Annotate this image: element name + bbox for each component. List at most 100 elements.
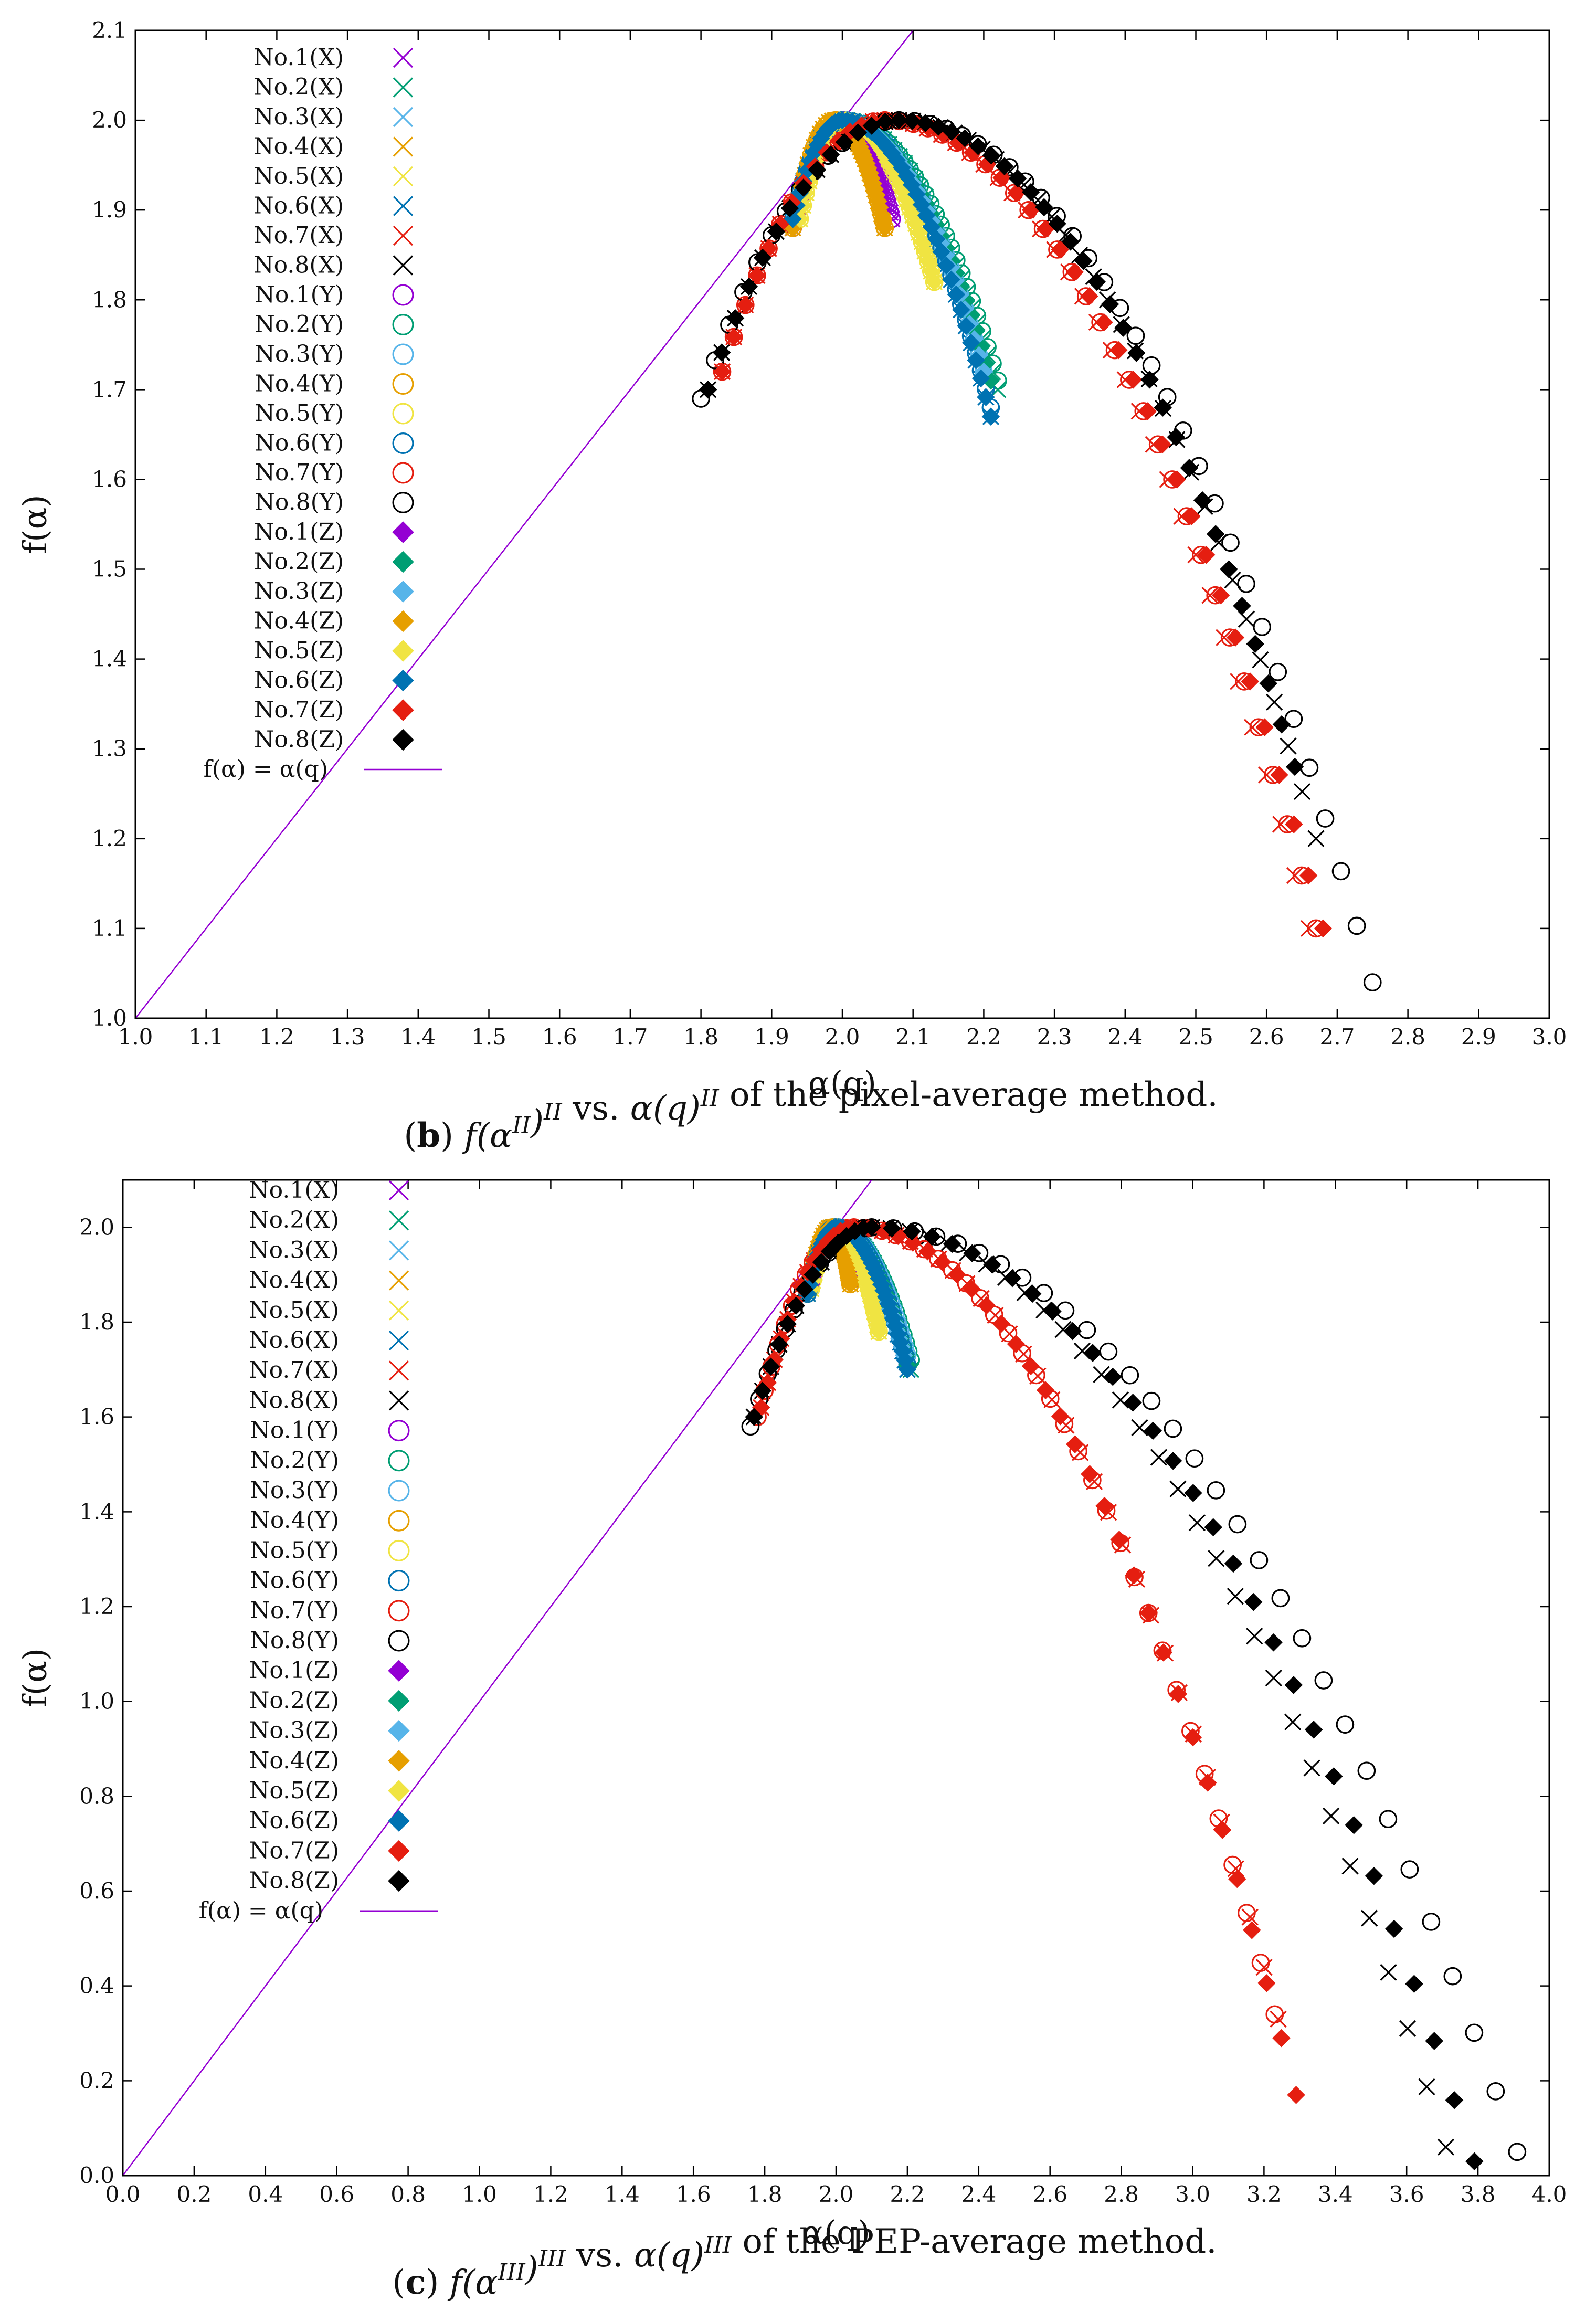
panel-b: 1.0 1.1 1.2 1.3 1.4 1.5 1.6 1.7 1.8 1.9 2.0 2.1 2.2 2… [16, 17, 1567, 1155]
data-point [1265, 693, 1283, 711]
legend-label: No.4(Z) [249, 1747, 339, 1774]
y-axis-label: f(α) [16, 1648, 54, 1707]
data-point [699, 381, 717, 399]
data-point [882, 1219, 901, 1238]
legend-label: No.8(Z) [249, 1867, 339, 1894]
data-point [1316, 809, 1335, 828]
data-point [1213, 1821, 1232, 1839]
data-point [1284, 1676, 1303, 1694]
data-point [957, 316, 975, 335]
y-tick-label: 1.9 [92, 197, 127, 223]
data-point [1265, 1669, 1282, 1687]
data-point [1007, 1335, 1026, 1353]
data-point [1114, 319, 1133, 337]
series-no-8-z- [699, 111, 1304, 776]
data-point [1437, 2138, 1455, 2156]
legend-label: No.1(Z) [254, 519, 344, 545]
data-point [963, 1244, 981, 1263]
legend-label: No.5(X) [253, 163, 344, 189]
x-tick-label: 2.6 [1032, 2181, 1067, 2207]
legend-label: No.8(X) [249, 1387, 339, 1413]
caption-label: b [417, 1116, 440, 1155]
data-point [1211, 586, 1230, 605]
data-point [1207, 1481, 1225, 1500]
data-point [1159, 471, 1176, 488]
data-point [1400, 1860, 1419, 1879]
data-point [876, 112, 895, 131]
data-point [1144, 1421, 1162, 1440]
data-point [1425, 2032, 1443, 2050]
caption-vs: vs. [576, 2236, 634, 2275]
x-tick-label: 0.6 [319, 2181, 354, 2207]
data-point [1065, 262, 1084, 281]
data-point [1237, 575, 1255, 593]
data-point [1284, 1713, 1302, 1730]
legend-label: No.4(Z) [254, 608, 344, 635]
legend-marker [388, 1240, 409, 1261]
caption-formula: f(α [462, 1116, 512, 1155]
data-point [1110, 1531, 1128, 1549]
legend-marker [388, 1510, 410, 1532]
legend-marker [388, 1840, 410, 1862]
caption-superscript: II [512, 1112, 531, 1139]
data-point [748, 266, 766, 285]
legend-marker [388, 1600, 410, 1622]
data-point [753, 248, 772, 267]
legend-marker [388, 1780, 410, 1802]
legend-label: No.5(Z) [249, 1777, 339, 1804]
legend-label: No.7(Y) [250, 1597, 339, 1624]
data-point [903, 1222, 921, 1241]
x-tick-label: 2.5 [1178, 1024, 1213, 1050]
data-point [977, 388, 995, 406]
y-tick-label: 1.6 [92, 466, 127, 492]
caption-superscript: III [704, 2232, 733, 2259]
caption-superscript: III [538, 2245, 567, 2272]
data-point [995, 157, 1014, 175]
data-point [1124, 371, 1143, 389]
x-tick-label: 2.9 [1461, 1024, 1496, 1050]
data-point [925, 272, 944, 291]
legend-label: No.6(X) [253, 193, 344, 219]
y-tick-label: 1.8 [79, 1309, 114, 1335]
legend-label: No.6(X) [249, 1327, 339, 1354]
data-point [849, 123, 868, 142]
y-tick-label: 1.4 [79, 1499, 114, 1524]
legend-marker [388, 1360, 409, 1381]
x-tick-label: 2.2 [966, 1024, 1001, 1050]
legend-marker [388, 1210, 409, 1231]
x-tick-label: 2.3 [1037, 1024, 1072, 1050]
data-point [795, 1280, 814, 1299]
data-point [1061, 233, 1080, 251]
data-point [712, 343, 731, 362]
legend-label: No.2(Y) [255, 311, 344, 338]
legend-marker [388, 1420, 410, 1442]
legend-label: No.1(Y) [250, 1417, 339, 1444]
caption-formula: f(α [448, 2263, 498, 2302]
data-point [753, 1381, 771, 1400]
legend-label: No.5(Y) [255, 400, 344, 427]
data-point [1184, 1484, 1202, 1502]
data-point [780, 199, 799, 217]
x-tick-label: 2.2 [890, 2181, 925, 2207]
legend-label: No.3(Z) [254, 578, 344, 605]
data-point [1228, 1515, 1247, 1534]
data-point [1063, 1322, 1082, 1341]
data-point [1357, 1761, 1376, 1780]
data-point [1228, 1870, 1246, 1888]
legend-marker [388, 1570, 410, 1592]
caption-formula: α(q) [634, 2236, 704, 2275]
data-point [1043, 1302, 1062, 1321]
data-point [1243, 1921, 1261, 1939]
x-axis-label: α(q) [808, 1064, 876, 1102]
x-tick-label: 3.8 [1461, 2181, 1496, 2207]
legend-label: No.5(X) [249, 1297, 339, 1324]
data-point [1258, 766, 1275, 784]
data-point [943, 1234, 961, 1253]
data-point [1270, 2010, 1287, 2028]
data-point [1173, 508, 1190, 525]
data-point [1048, 214, 1066, 233]
data-point [1486, 2082, 1505, 2101]
data-point [1230, 673, 1247, 690]
data-point [1182, 507, 1201, 525]
